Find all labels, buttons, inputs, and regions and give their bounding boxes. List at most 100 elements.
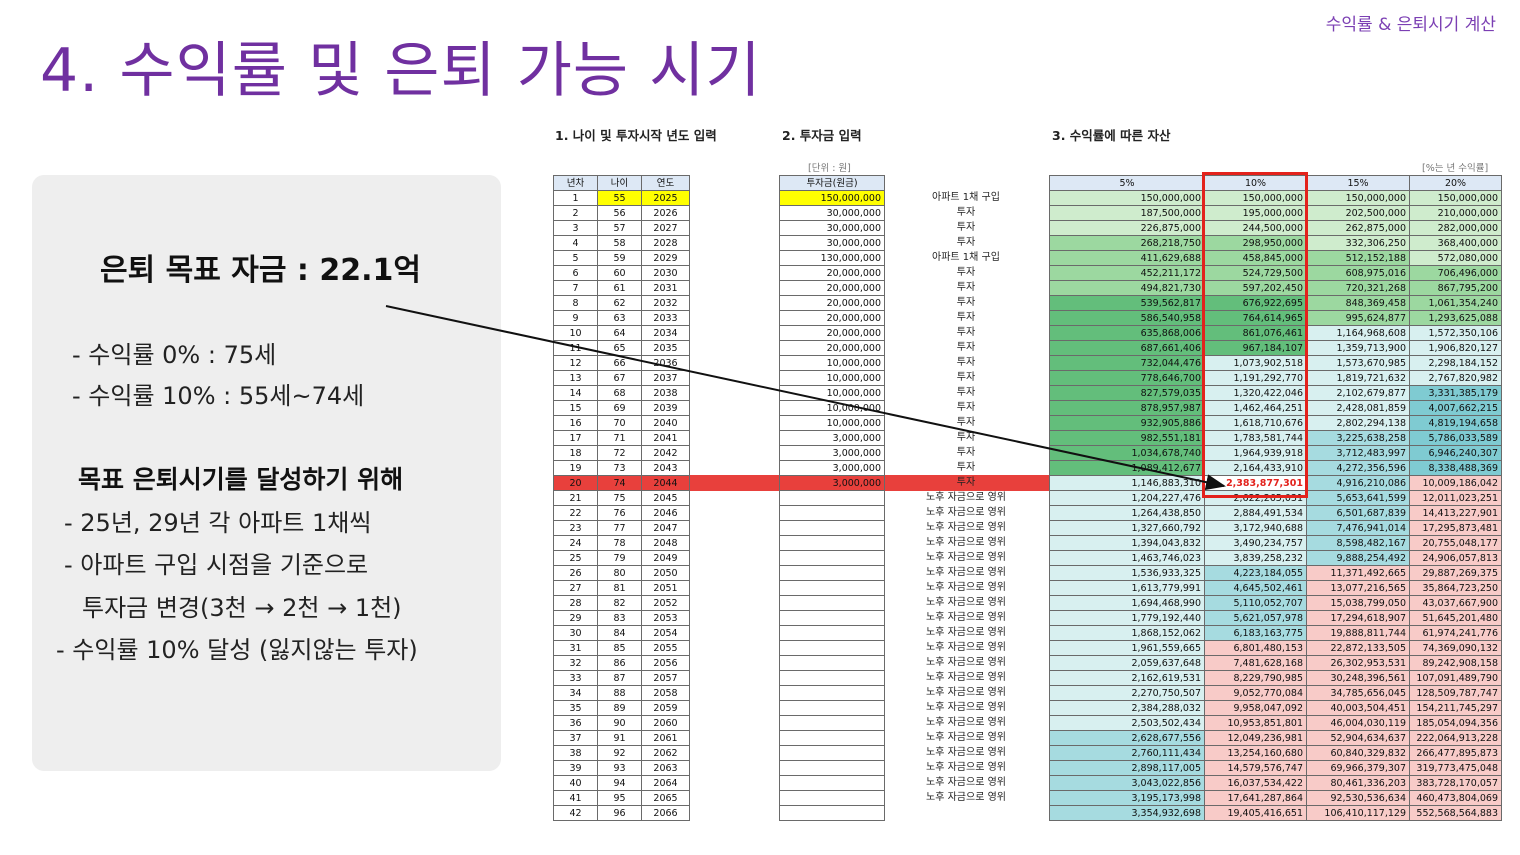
strategy-heading: 목표 은퇴시기를 달성하기 위해 [78,465,404,494]
asset-10pct-cell: 244,500,000 [1204,220,1307,236]
asset-10pct-cell: 14,579,576,747 [1204,760,1307,776]
note-label: 투자 [956,432,976,443]
section-3-title: 3. 수익률에 따른 자산 [1052,128,1171,143]
table-row: 1,327,660,792 3,172,940,688 7,476,941,014 1… [1049,520,1502,536]
table-row: 19 73 2043 [553,460,690,476]
asset-15pct-cell: 2,102,679,877 [1306,385,1410,401]
note-label: 노후 자금으로 영위 [926,507,1006,518]
table-row: 1,264,438,850 2,884,491,534 6,501,687,839 1… [1049,505,1502,521]
table-row: 827,579,035 1,320,422,046 2,102,679,877 3,3… [1049,385,1502,401]
table-row: 3,354,932,698 19,405,416,651 106,410,117,1… [1049,805,1502,821]
note-label: 투자 [956,342,976,353]
asset-5pct-cell: 2,059,637,648 [1049,655,1205,671]
note-label: 투자 [956,312,976,323]
asset-20pct-cell: 10,009,186,042 [1409,475,1502,491]
table-row: 1,779,192,440 5,621,057,978 17,294,618,907… [1049,610,1502,626]
note-label: 노후 자금으로 영위 [926,657,1006,668]
asset-10pct-cell: 3,839,258,232 [1204,550,1307,566]
rate-10-line: - 수익률 10% : 55세~74세 [72,382,365,410]
arrow-line [385,305,1226,491]
asset-10pct-cell: 6,801,480,153 [1204,640,1307,656]
asset-20pct-cell: 319,773,475,048 [1409,760,1502,776]
note-label: 투자 [956,237,976,248]
highlight-10pct-box [1202,172,1308,498]
asset-20pct-cell: 1,906,820,127 [1409,340,1502,356]
section-1-title: 1. 나이 및 투자시작 년도 입력 [555,128,717,143]
table-row: 1,961,559,665 6,801,480,153 22,872,133,505… [1049,640,1502,656]
note-label: 투자 [956,387,976,398]
table-row: 635,868,006 861,076,461 1,164,968,608 1,572… [1049,325,1502,341]
note-label: 노후 자금으로 영위 [926,672,1006,683]
note-label: 노후 자금으로 영위 [926,522,1006,533]
note-label: 투자 [956,267,976,278]
corner-label: 수익률 & 은퇴시기 계산 [1325,15,1496,35]
asset-5pct-cell: 2,270,750,507 [1049,685,1205,701]
table-row: 687,661,406 967,184,107 1,359,713,900 1,906… [1049,340,1502,356]
asset-20pct-cell: 867,795,200 [1409,280,1502,296]
asset-10pct-cell: 19,405,416,651 [1204,805,1307,821]
table-row: 33 87 2057 [553,670,690,686]
asset-5pct-cell: 635,868,006 [1049,325,1205,341]
asset-5pct-cell: 3,354,932,698 [1049,805,1205,821]
asset-20pct-cell: 89,242,908,158 [1409,655,1502,671]
asset-10pct-cell: 861,076,461 [1204,325,1307,341]
asset-15pct-cell: 6,501,687,839 [1306,505,1410,521]
asset-5pct-cell: 1,463,746,023 [1049,550,1205,566]
note-label: 노후 자금으로 영위 [926,717,1006,728]
table-row [779,805,885,821]
table-row: 878,957,987 1,462,464,251 2,428,081,859 4,0… [1049,400,1502,416]
table-row: 2,384,288,032 9,958,047,092 40,003,504,451… [1049,700,1502,716]
asset-10pct-cell: 2,884,491,534 [1204,505,1307,521]
info-panel [32,175,501,771]
asset-20pct-cell: 222,064,913,228 [1409,730,1502,746]
table-row: 27 81 2051 [553,580,690,596]
table-row: 2,898,117,005 14,579,576,747 69,966,379,30… [1049,760,1502,776]
unit-note-won: [단위 : 원] [808,163,851,174]
asset-5pct-cell: 982,551,181 [1049,430,1205,446]
note-label: 투자 [956,282,976,293]
asset-5pct-cell: 878,957,987 [1049,400,1205,416]
asset-5pct-cell: 452,211,172 [1049,265,1205,281]
section-2-title: 2. 투자금 입력 [782,128,862,143]
asset-5pct-cell: 2,628,677,556 [1049,730,1205,746]
asset-10pct-cell: 764,614,965 [1204,310,1307,326]
note-label: 투자 [956,222,976,233]
asset-10pct-cell: 195,000,000 [1204,205,1307,221]
year-cell: 2036 [641,355,690,371]
table-row: 6 60 2030 [553,265,690,281]
table-row: 2,760,111,434 13,254,160,680 60,840,329,83… [1049,745,1502,761]
header-year: 연도 [641,175,690,191]
asset-20pct-cell: 3,331,385,179 [1409,385,1502,401]
asset-15pct-cell: 69,966,379,307 [1306,760,1410,776]
note-label: 노후 자금으로 영위 [926,627,1006,638]
asset-20pct-cell: 2,767,820,982 [1409,370,1502,386]
note-label: 투자 [956,372,976,383]
asset-15pct-cell: 1,164,968,608 [1306,325,1410,341]
asset-10pct-cell: 150,000,000 [1204,190,1307,206]
asset-10pct-cell: 7,481,628,168 [1204,655,1307,671]
asset-15pct-cell: 1,819,721,632 [1306,370,1410,386]
asset-10pct-cell: 2,622,265,031 [1204,490,1307,506]
asset-20pct-cell: 1,293,625,088 [1409,310,1502,326]
asset-15pct-cell: 15,038,799,050 [1306,595,1410,611]
note-label: 노후 자금으로 영위 [926,702,1006,713]
note-label: 노후 자금으로 영위 [926,612,1006,623]
retirement-goal: 은퇴 목표 자금 : 22.1억 [100,253,421,288]
asset-15pct-cell: 106,410,117,129 [1306,805,1410,821]
note-label: 아파트 1채 구입 [932,192,1000,203]
note-label: 노후 자금으로 영위 [926,492,1006,503]
asset-10pct-cell: 8,229,790,985 [1204,670,1307,686]
asset-5pct-cell: 150,000,000 [1049,190,1205,206]
asset-20pct-cell: 35,864,723,250 [1409,580,1502,596]
note-label: 투자 [956,402,976,413]
table-row: 586,540,958 764,614,965 995,624,877 1,293,6… [1049,310,1502,326]
table-row: 411,629,688 458,845,000 512,152,188 572,080… [1049,250,1502,266]
asset-5pct-cell: 2,503,502,434 [1049,715,1205,731]
table-row: 982,551,181 1,783,581,744 3,225,638,258 5,7… [1049,430,1502,446]
asset-10pct-cell: 597,202,450 [1204,280,1307,296]
strategy-bullet-2: - 아파트 구입 시점을 기준으로 [64,551,369,579]
invest-cell: 3,000,000 [779,475,885,491]
table-row: 150,000,000 150,000,000 150,000,000 150,000… [1049,190,1502,206]
age-year-table: 년차 나이 연도 1 55 2025 2 56 2026 3 57 2027 4 58 2028 5 59… [553,175,690,821]
